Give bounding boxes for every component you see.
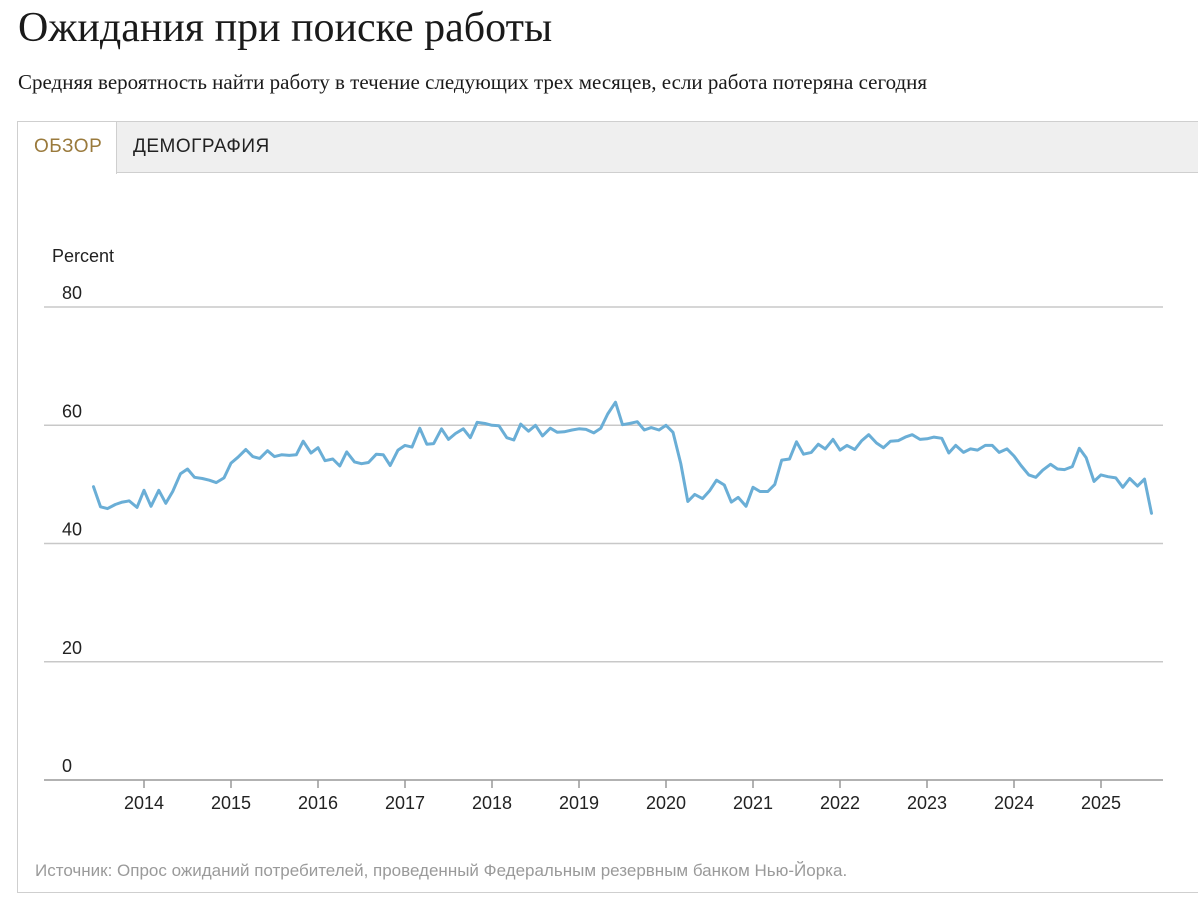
y-tick-label: 0 [62, 756, 72, 776]
tab-demographics[interactable]: ДЕМОГРАФИЯ [133, 136, 270, 157]
x-tick-label: 2025 [1081, 793, 1121, 813]
x-tick-label: 2023 [907, 793, 947, 813]
y-tick-label: 40 [62, 520, 82, 540]
x-tick-label: 2024 [994, 793, 1034, 813]
x-tick-label: 2020 [646, 793, 686, 813]
chart-panel: ОБЗОР ДЕМОГРАФИЯ [17, 121, 1198, 893]
tab-overview[interactable]: ОБЗОР [18, 122, 117, 174]
x-tick-label: 2016 [298, 793, 338, 813]
tab-bar: ОБЗОР ДЕМОГРАФИЯ [18, 122, 1198, 174]
x-tick-label: 2014 [124, 793, 164, 813]
y-axis-label: Percent [52, 246, 114, 266]
page-title: Ожидания при поиске работы [18, 5, 553, 51]
y-tick-label: 60 [62, 401, 82, 421]
source-note: Источник: Опрос ожиданий потребителей, п… [35, 861, 848, 880]
x-tick-label: 2019 [559, 793, 599, 813]
x-tick-label: 2021 [733, 793, 773, 813]
series-line [92, 400, 1153, 515]
x-tick-label: 2017 [385, 793, 425, 813]
y-tick-label: 80 [62, 283, 82, 303]
page-subtitle: Средняя вероятность найти работу в течен… [18, 70, 928, 94]
x-tick-label: 2015 [211, 793, 251, 813]
y-tick-label: 20 [62, 638, 82, 658]
x-tick-label: 2022 [820, 793, 860, 813]
x-tick-label: 2018 [472, 793, 512, 813]
